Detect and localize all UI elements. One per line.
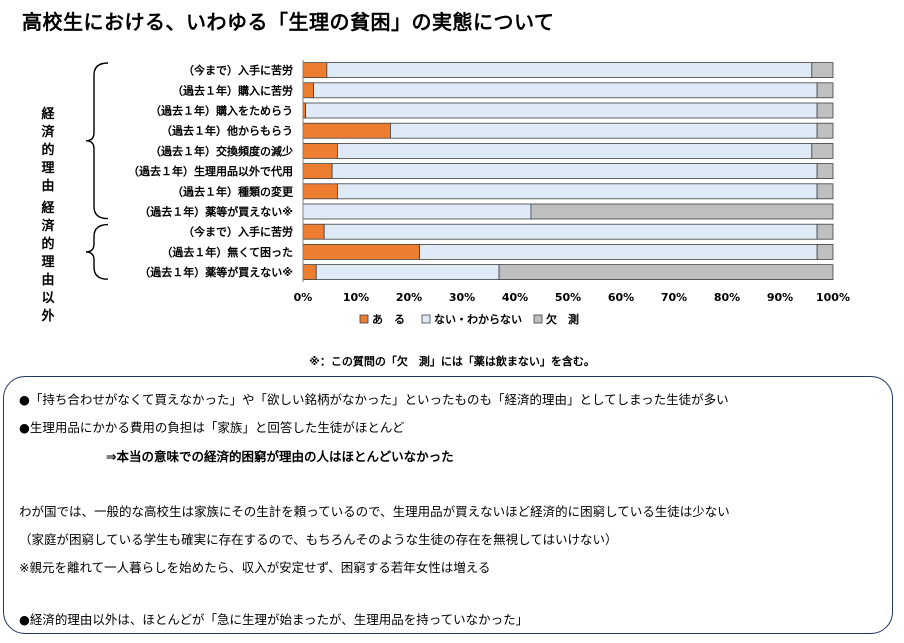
category-label: （過去１年）他からもらう: [161, 124, 293, 138]
bar-segment: [816, 122, 834, 139]
bar-segment: [302, 82, 315, 99]
x-tick-label: 90%: [767, 291, 793, 304]
bar-segment: [337, 142, 813, 159]
x-tick-label: 40%: [502, 291, 528, 304]
bar-segment: [302, 203, 532, 220]
group-brace: [85, 223, 109, 280]
page-title: 高校生における、いわゆる「生理の貧困」の実態について: [22, 10, 555, 34]
notes-box: ●「持ち合わせがなくて買えなかった」や「欲しい銘柄がなかった」といったものも「経…: [3, 376, 893, 634]
note-line-4: （家庭が困窮している学生も確実に存在するので、もちろんそのような生徒の存在を無視…: [19, 532, 618, 547]
group-label-char: 的: [41, 236, 54, 252]
bar-segment: [811, 142, 834, 159]
x-tick-label: 10%: [343, 291, 369, 304]
note-line-6: ●経済的理由以外は、ほとんどが「急に生理が始まったが、生理用品を持っていなかった…: [19, 612, 529, 627]
bar-segment: [302, 223, 325, 240]
note-line-1: ●「持ち合わせがなくて買えなかった」や「欲しい銘柄がなかった」といったものも「経…: [19, 392, 729, 407]
bar-segment: [302, 243, 420, 260]
bar-segment: [302, 264, 317, 281]
group-label-char: 由: [41, 178, 54, 194]
bar-segment: [302, 142, 338, 159]
x-tick-label: 80%: [714, 291, 740, 304]
group-brace: [85, 62, 109, 220]
bar-segment: [816, 102, 834, 119]
bar-segment: [326, 62, 813, 78]
group-label-char: 済: [41, 218, 55, 234]
legend-swatch: [421, 314, 431, 324]
bar-segment: [337, 183, 818, 200]
group-label-char: 理: [41, 161, 54, 176]
x-tick-label: 30%: [449, 291, 475, 304]
category-label: （過去１年）種類の変更: [172, 184, 294, 198]
group-label-char: 済: [41, 124, 55, 140]
group-label-char: 的: [41, 142, 54, 158]
bar-segment: [816, 223, 834, 240]
category-label: （過去１年）薬等が買えない※: [139, 265, 293, 279]
x-tick-label: 60%: [608, 291, 634, 304]
stacked-bar-chart: （今まで）入手に苦労 （過去１年）購入に苦労 （過去１年）購入をためらう （過去１年）…: [40, 60, 850, 326]
bar-segment: [315, 264, 500, 281]
bar-segment: [323, 223, 818, 240]
bar-segment: [302, 62, 328, 78]
x-tick-label: 0%: [294, 291, 313, 304]
group-label-char: 理: [41, 255, 54, 270]
category-label: （過去１年）薬等が買えない※: [139, 205, 293, 219]
legend-swatch: [533, 314, 543, 324]
category-label: （過去１年）交換頻度の減少: [150, 144, 293, 158]
category-label: （今まで）入手に苦労: [183, 225, 293, 239]
bar-segment: [816, 183, 834, 200]
group-label-char: 経: [41, 200, 55, 216]
bar-segment: [498, 264, 834, 281]
bar-segment: [305, 102, 818, 119]
bar-segment: [811, 62, 834, 78]
group-label-char: 経: [41, 106, 55, 122]
bar-segment: [302, 183, 338, 200]
bar-segment: [816, 82, 834, 99]
category-label: （今まで）入手に苦労: [183, 63, 293, 77]
legend-label: 欠 測: [546, 312, 579, 326]
note-conclusion: ⇒本当の意味での経済的困窮が理由の人はほとんどいなかった: [106, 449, 454, 464]
note-line-3: わが国では、一般的な高校生は家族にその生計を頼っているので、生理用品が買えないほ…: [19, 504, 730, 519]
group-label-char: 以: [41, 291, 54, 306]
bar-segment: [419, 243, 818, 260]
legend-label: ない・わからない: [434, 313, 522, 326]
legend-label: あ る: [372, 313, 405, 326]
group-label-char: 外: [40, 308, 54, 324]
category-label: （過去１年）購入に苦労: [172, 83, 293, 97]
category-label: （過去１年）無くて困った: [161, 245, 293, 259]
chart-footnote: ※：この質問の「欠 測」には「薬は飲まない」を含む。: [309, 355, 595, 368]
bar-segment: [816, 243, 834, 260]
bar-segment: [390, 122, 818, 139]
bar-segment: [313, 82, 818, 99]
x-tick-label: 70%: [661, 291, 687, 304]
category-label: （過去１年）購入をためらう: [150, 104, 293, 118]
bar-segment: [331, 163, 818, 180]
category-label: （過去１年）生理用品以外で代用: [128, 164, 293, 178]
legend-swatch: [359, 314, 369, 324]
bar-segment: [302, 163, 333, 180]
note-line-2: ●生理用品にかかる費用の負担は「家族」と回答した生徒がほとんど: [19, 420, 405, 435]
x-tick-label: 20%: [396, 291, 422, 304]
x-tick-label: 50%: [555, 291, 581, 304]
bar-segment: [302, 122, 391, 139]
bar-segment: [816, 163, 834, 180]
group-label-char: 由: [41, 272, 54, 288]
x-tick-label: 100%: [816, 291, 850, 304]
note-line-5: ※親元を離れて一人暮らしを始めたら、収入が安定せず、困窮する若年女性は増える: [19, 560, 491, 575]
bar-segment: [530, 203, 834, 220]
